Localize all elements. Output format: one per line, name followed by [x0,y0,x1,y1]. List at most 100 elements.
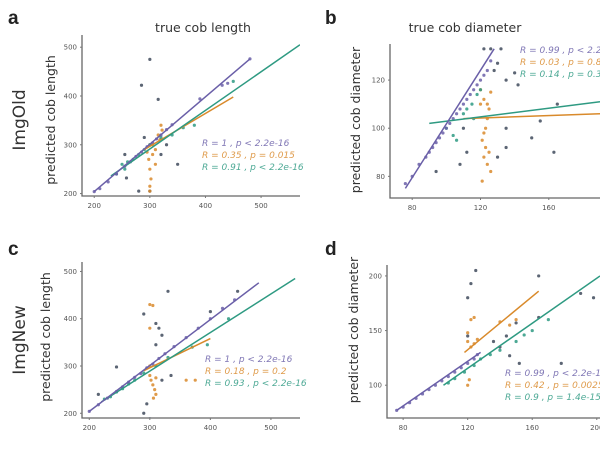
data-point-dark [513,71,517,75]
data-point-orange [148,326,152,330]
data-point-orange [480,138,484,142]
panel-a-ylabel: predicted cob length [43,55,58,185]
data-point-orange [484,145,488,150]
data-point-dark [514,321,518,325]
stat-annotation-orange: R = 0.18 , p = 0.2 [205,367,287,377]
data-point-dark [591,296,596,300]
data-point-dark [124,176,129,180]
y-tick-label: 80 [376,173,385,181]
data-point-dark [236,289,240,293]
data-point-teal [231,79,235,83]
stat-annotation-teal: R = 0.91 , p < 2.2e-16 [202,163,304,173]
data-point-orange [467,378,471,382]
data-point-purple [198,97,202,101]
stat-annotation-purple: R = 0.99 , p < 2.2e-16 [505,369,600,379]
data-point-dark [169,373,173,378]
data-point-dark [458,162,462,166]
data-point-teal [530,328,534,333]
data-point-orange [514,318,518,322]
data-point-dark [176,162,180,166]
fit-line-purple [396,351,482,411]
data-point-dark [491,339,496,344]
data-point-purple [451,116,455,121]
data-point-teal [159,135,163,140]
data-point-orange [478,102,483,106]
data-point-dark [160,333,164,337]
data-point-dark [123,152,127,157]
data-point-orange [469,318,473,322]
data-point-orange [475,337,479,341]
data-point-orange [480,179,484,183]
data-point-purple [478,78,483,82]
panel-a-plot-area [92,44,300,194]
y-tick-label: 300 [64,363,77,371]
data-point-purple [448,121,452,126]
fit-line-teal [429,101,600,125]
x-tick-label: 500 [264,424,277,432]
data-point-dark [160,378,164,382]
data-point-dark [148,417,152,418]
data-point-orange [482,155,486,159]
data-point-purple [475,83,479,87]
data-point-orange [466,339,470,344]
data-point-orange [148,184,152,188]
panel-b-axes [389,44,600,199]
panel-c-plot-area [87,277,296,418]
y-tick-label: 500 [64,268,77,276]
panel-b-ylabel: predicted cob diameter [348,46,363,193]
panel-b-title: true cob diameter [409,20,523,35]
data-point-dark [516,83,520,87]
data-point-orange [184,378,188,382]
data-point-orange [489,90,493,94]
data-point-purple [468,92,472,97]
data-point-dark [469,281,473,286]
fit-line-purple [93,58,251,193]
panel-b: 80 120 160 80 100 120 R = 0.99 , p < 2.2e-16 R … [372,44,600,212]
data-point-dark [504,334,509,338]
data-point-purple [220,83,224,87]
data-point-orange [487,150,491,154]
x-tick-label: 200 [88,202,101,210]
panel-label-b: b [325,8,337,29]
data-point-dark [492,68,496,73]
data-point-teal [546,318,550,322]
data-point-purple [226,81,230,85]
fit-line-purple [404,48,495,189]
data-point-orange [151,303,155,308]
data-point-purple [485,68,489,73]
panel-c-axes [81,262,300,419]
data-point-dark [156,97,160,101]
data-point-orange [149,177,153,181]
data-point-teal [123,167,127,171]
data-point-dark [164,143,169,147]
data-point-orange [148,167,152,171]
data-point-dark [142,312,146,316]
fit-line-orange [463,113,600,120]
panel-b-plot-area [403,47,600,189]
data-point-purple [444,126,448,130]
data-point-orange [485,102,489,106]
panel-d-ylabel: predicted cob diameter [346,256,361,403]
data-point-dark [466,334,470,338]
panel-c-ylabel: predicted cob length [38,272,53,402]
y-tick-label: 100 [369,382,382,390]
data-point-dark [508,354,512,358]
x-tick-label: 160 [526,424,539,432]
data-point-purple [458,107,462,111]
x-tick-label: 200 [590,424,600,432]
panel-a-title: true cob length [155,20,251,35]
data-point-orange [193,378,197,382]
panel-label-c: c [8,239,19,260]
data-point-dark [145,402,149,406]
data-point-orange [482,131,486,135]
data-point-purple [465,97,469,101]
x-tick-label: 80 [408,204,417,212]
data-point-orange [154,376,158,380]
x-tick-label: 500 [254,202,267,210]
data-point-teal [461,112,466,116]
data-point-dark [139,83,144,87]
data-point-dark [137,189,141,193]
data-point-orange [466,331,470,335]
y-tick-label: 200 [64,410,77,418]
data-point-orange [151,383,155,387]
